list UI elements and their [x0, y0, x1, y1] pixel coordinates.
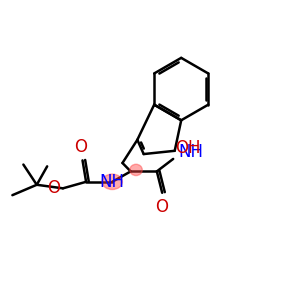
- Ellipse shape: [102, 174, 122, 190]
- Text: O: O: [74, 138, 87, 156]
- Ellipse shape: [130, 164, 142, 175]
- Text: O: O: [155, 198, 168, 216]
- Text: NH: NH: [100, 173, 125, 191]
- Text: NH: NH: [178, 143, 203, 161]
- Text: O: O: [47, 179, 61, 197]
- Text: OH: OH: [175, 139, 200, 157]
